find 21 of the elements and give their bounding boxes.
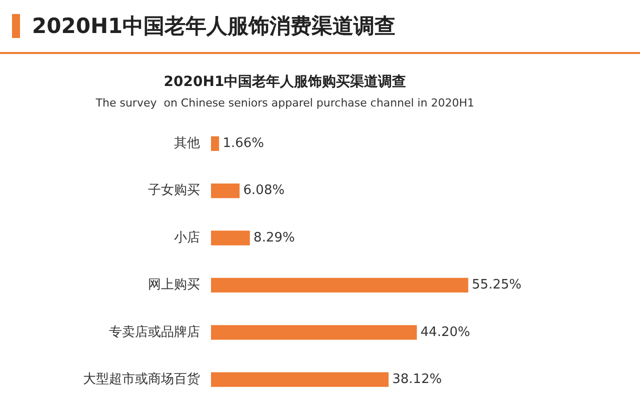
bar bbox=[211, 278, 468, 293]
bar bbox=[211, 183, 240, 198]
data-label: 1.66% bbox=[222, 136, 264, 151]
y-tick-label: 大型超市或商场百货 bbox=[83, 372, 200, 387]
bar bbox=[211, 372, 389, 387]
y-tick-label: 子女购买 bbox=[148, 183, 200, 198]
bar bbox=[211, 136, 220, 151]
y-tick-label: 专卖店或品牌店 bbox=[109, 324, 200, 340]
chart-title: 2020H1中国老年人服饰购买渠道调查 bbox=[164, 73, 406, 90]
chart-subtitle: The survey on Chinese seniors apparel purchase channel in 2020H1 bbox=[94, 96, 474, 110]
data-label: 6.08% bbox=[243, 183, 285, 198]
data-label: 38.12% bbox=[392, 372, 442, 387]
bar bbox=[211, 325, 417, 340]
y-tick-label: 小店 bbox=[174, 229, 200, 246]
data-label: 44.20% bbox=[420, 324, 470, 340]
y-tick-label: 网上购买 bbox=[148, 278, 200, 293]
y-tick-label: 其他 bbox=[174, 136, 200, 151]
bar bbox=[211, 230, 250, 246]
data-label: 8.29% bbox=[254, 230, 295, 246]
text: 2020H1中国老年人服饰消费渠道调查 bbox=[32, 13, 396, 40]
data-label: 55.25% bbox=[472, 278, 522, 293]
